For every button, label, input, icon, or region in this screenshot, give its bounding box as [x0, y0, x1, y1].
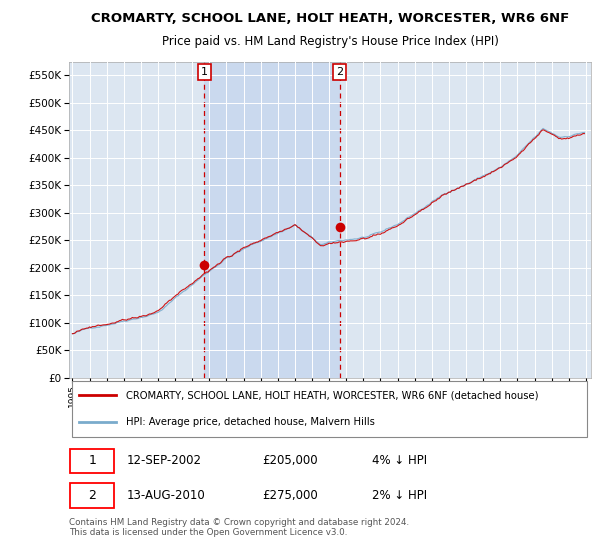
Text: 2% ↓ HPI: 2% ↓ HPI — [372, 489, 427, 502]
Text: 2: 2 — [336, 67, 343, 77]
Text: CROMARTY, SCHOOL LANE, HOLT HEATH, WORCESTER, WR6 6NF (detached house): CROMARTY, SCHOOL LANE, HOLT HEATH, WORCE… — [127, 390, 539, 400]
Text: 1: 1 — [201, 67, 208, 77]
Text: £205,000: £205,000 — [262, 454, 318, 467]
FancyBboxPatch shape — [70, 483, 115, 507]
Text: Price paid vs. HM Land Registry's House Price Index (HPI): Price paid vs. HM Land Registry's House … — [161, 35, 499, 48]
Text: 4% ↓ HPI: 4% ↓ HPI — [372, 454, 427, 467]
Text: 13-AUG-2010: 13-AUG-2010 — [127, 489, 205, 502]
Text: 12-SEP-2002: 12-SEP-2002 — [127, 454, 202, 467]
Text: 1: 1 — [89, 454, 97, 467]
Text: Contains HM Land Registry data © Crown copyright and database right 2024.
This d: Contains HM Land Registry data © Crown c… — [69, 518, 409, 538]
Bar — [205, 62, 340, 378]
Text: 2: 2 — [89, 489, 97, 502]
Text: CROMARTY, SCHOOL LANE, HOLT HEATH, WORCESTER, WR6 6NF: CROMARTY, SCHOOL LANE, HOLT HEATH, WORCE… — [91, 12, 569, 25]
Text: £275,000: £275,000 — [262, 489, 318, 502]
FancyBboxPatch shape — [70, 449, 115, 473]
Text: HPI: Average price, detached house, Malvern Hills: HPI: Average price, detached house, Malv… — [127, 417, 375, 427]
